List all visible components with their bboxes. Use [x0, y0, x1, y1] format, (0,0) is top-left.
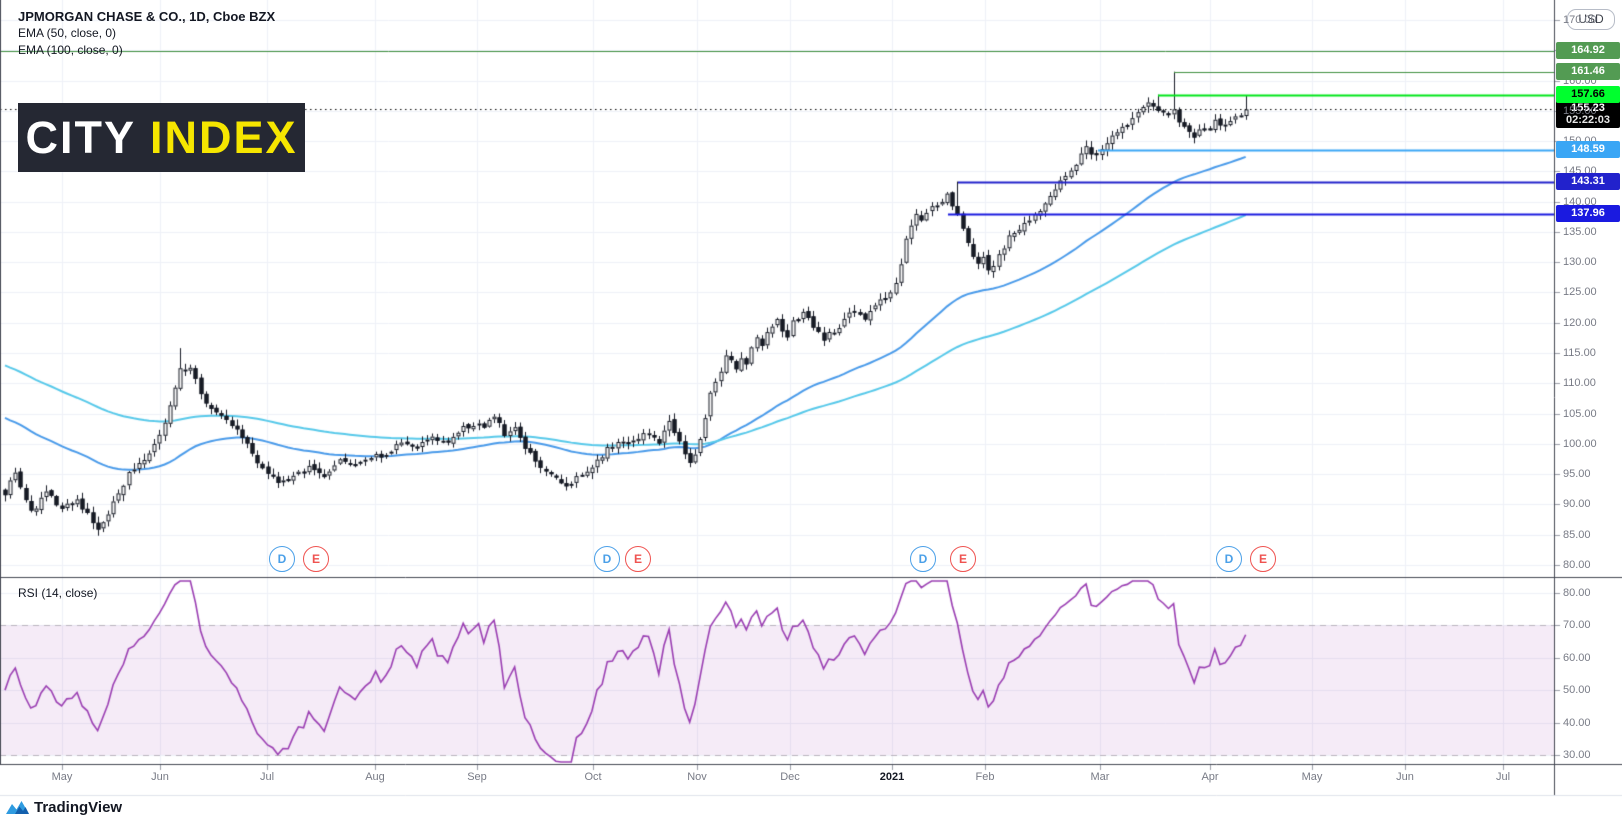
- earnings-badge[interactable]: E: [303, 546, 329, 572]
- price-level-label: 157.66: [1556, 86, 1620, 104]
- price-axis-tick-label: 130.00: [1563, 256, 1597, 269]
- time-axis-label: Mar: [1090, 771, 1110, 783]
- dividend-badge[interactable]: D: [594, 546, 620, 572]
- price-axis-tick-label: 125.00: [1563, 286, 1597, 299]
- price-axis-tick-label: 120.00: [1563, 316, 1597, 329]
- price-axis-tick-label: 85.00: [1563, 528, 1591, 541]
- price-axis-tick-label: 155.00: [1563, 104, 1597, 117]
- time-axis-label: Aug: [365, 771, 385, 783]
- rsi-axis-tick-label: 70.00: [1563, 619, 1591, 632]
- time-axis-label: May: [51, 771, 73, 783]
- legend: JPMORGAN CHASE & CO., 1D, Cboe BZX EMA (…: [18, 8, 275, 59]
- time-axis-label: Jun: [151, 771, 169, 783]
- price-level-label: 148.59: [1556, 141, 1620, 159]
- price-axis-tick-label: 135.00: [1563, 225, 1597, 238]
- time-axis-label: Jun: [1396, 771, 1414, 783]
- price-axis-tick-label: 110.00: [1563, 377, 1596, 390]
- price-axis-tick-label: 170.00: [1563, 13, 1597, 26]
- tradingview-logo[interactable]: TradingView: [6, 799, 122, 816]
- time-axis-label: 2021: [879, 771, 905, 783]
- price-level-label: 164.92: [1556, 42, 1620, 60]
- tradingview-logo-text: TradingView: [34, 799, 123, 816]
- earnings-badge[interactable]: E: [950, 546, 976, 572]
- price-axis-tick-label: 95.00: [1563, 468, 1591, 481]
- last-price-value: 155.23: [1571, 102, 1605, 115]
- time-axis-label: Nov: [687, 771, 707, 783]
- price-axis-tick-label: 140.00: [1563, 195, 1597, 208]
- dividend-badge[interactable]: D: [1216, 546, 1242, 572]
- dividend-badge[interactable]: D: [269, 546, 295, 572]
- price-level-label: 161.46: [1556, 63, 1620, 81]
- bar-countdown: 02:22:03: [1565, 114, 1611, 127]
- rsi-axis-tick-label: 60.00: [1563, 651, 1591, 664]
- indicator-rsi-label[interactable]: RSI (14, close): [18, 586, 98, 600]
- city-index-logo: CITY INDEX: [18, 103, 305, 172]
- rsi-axis-tick-label: 40.00: [1563, 716, 1591, 729]
- time-axis-label: Dec: [780, 771, 800, 783]
- time-axis-label: Oct: [584, 771, 602, 783]
- earnings-badge[interactable]: E: [625, 546, 651, 572]
- rsi-axis-tick-label: 80.00: [1563, 586, 1591, 599]
- city-index-logo-word2: INDEX: [149, 111, 298, 163]
- indicator-ema100-label[interactable]: EMA (100, close, 0): [18, 43, 123, 57]
- currency-toggle-button[interactable]: USD: [1567, 9, 1615, 30]
- time-axis-label: May: [1301, 771, 1323, 783]
- earnings-badge[interactable]: E: [1250, 546, 1276, 572]
- time-axis-label: Feb: [975, 771, 995, 783]
- price-level-label: 137.96: [1556, 205, 1620, 223]
- last-price-label: 155.23 02:22:03: [1556, 100, 1620, 129]
- symbol-title[interactable]: JPMORGAN CHASE & CO., 1D, Cboe BZX: [18, 9, 276, 24]
- price-level-label: 143.31: [1556, 173, 1620, 191]
- price-axis-tick-label: 90.00: [1563, 498, 1591, 511]
- city-index-logo-word1: CITY: [25, 111, 136, 163]
- indicator-ema50-label[interactable]: EMA (50, close, 0): [18, 26, 117, 40]
- rsi-axis-tick-label: 50.00: [1563, 684, 1591, 697]
- price-axis-tick-label: 115.00: [1563, 346, 1596, 359]
- rsi-axis-tick-label: 30.00: [1563, 748, 1591, 761]
- time-axis-label: Apr: [1201, 771, 1219, 783]
- price-axis-tick-label: 80.00: [1563, 558, 1591, 571]
- time-axis-label: Jul: [1495, 771, 1511, 783]
- time-axis-label: Jul: [259, 771, 275, 783]
- price-axis-tick-label: 105.00: [1563, 407, 1597, 420]
- dividend-badge[interactable]: D: [910, 546, 936, 572]
- time-axis-label: Sep: [467, 771, 487, 783]
- price-axis-tick-label: 100.00: [1563, 437, 1597, 450]
- tradingview-mark-icon: [6, 800, 29, 814]
